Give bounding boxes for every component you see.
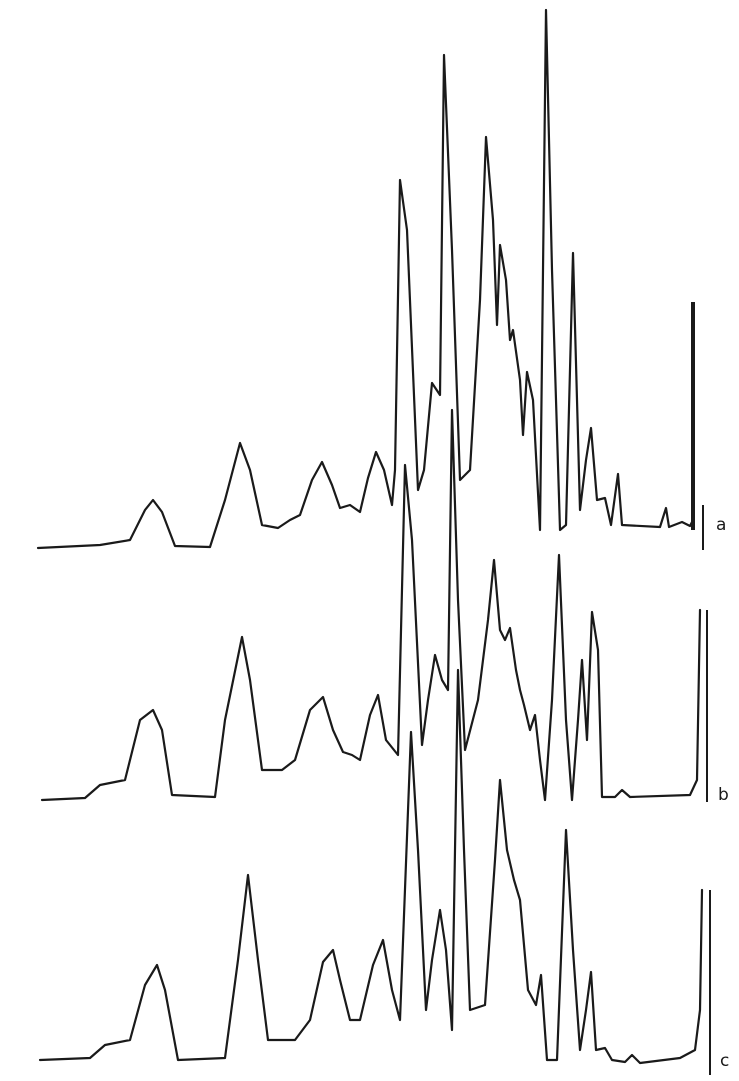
trace: [40, 408, 702, 802]
trace: [38, 668, 704, 1065]
trace: [36, 8, 695, 550]
trace-label: a: [716, 515, 726, 535]
trace-label: c: [720, 1051, 729, 1071]
trace-label: b: [718, 785, 729, 805]
